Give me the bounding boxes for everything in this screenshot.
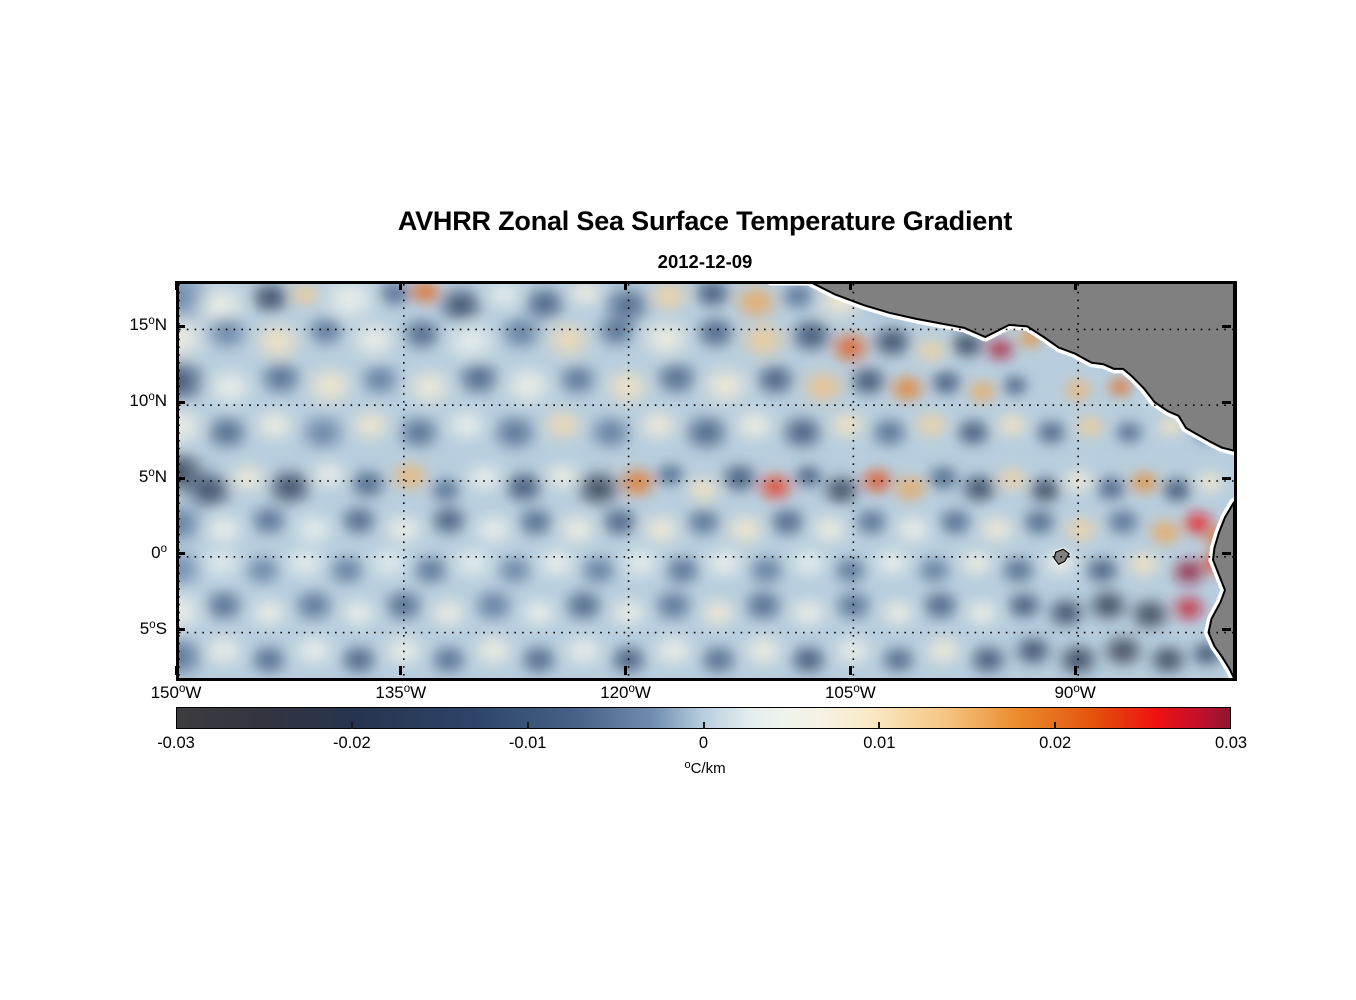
x-tickmark — [1073, 666, 1077, 675]
colorbar-tick-label: 0 — [698, 734, 709, 752]
y-tickmark — [176, 628, 185, 632]
colorbar-tick-label: -0.02 — [333, 734, 371, 752]
y-tickmark — [1222, 552, 1231, 556]
y-tickmark — [1222, 476, 1231, 480]
y-tickmark — [176, 476, 185, 480]
y-tickmark — [1222, 628, 1231, 632]
y-tickmark — [176, 400, 185, 404]
colorbar-tickmark — [350, 722, 353, 729]
colorbar-tick-label: 0.02 — [1039, 734, 1072, 752]
x-tick-label: 150oW — [150, 683, 202, 702]
colorbar-tick-label: 0.03 — [1214, 734, 1248, 752]
y-tick-label: 15oN — [129, 315, 167, 335]
colorbar-unit-label: oC/km — [684, 759, 726, 777]
colorbar-tickmark — [1054, 722, 1057, 729]
x-tick-label: 135oW — [375, 683, 427, 702]
x-tick-label: 105oW — [824, 683, 876, 702]
y-tick-label: 5oN — [138, 467, 167, 486]
colorbar-tickmark — [526, 722, 529, 729]
y-tick-label: 10oN — [129, 391, 167, 411]
x-tickmark — [624, 281, 628, 290]
y-tick-label: 0o — [151, 542, 167, 562]
y-tickmark — [1222, 324, 1231, 328]
figure-subtitle: 2012-12-09 — [657, 251, 753, 272]
y-tickmark — [176, 552, 185, 556]
colorbar-tickmark — [702, 722, 705, 729]
figure-title: AVHRR Zonal Sea Surface Temperature Grad… — [397, 206, 1013, 236]
y-tickmark — [176, 324, 185, 328]
gridline-layer — [179, 284, 1234, 678]
y-tick-label: 5oS — [139, 618, 167, 638]
colorbar[interactable] — [176, 707, 1231, 729]
land-coastline-layer — [767, 284, 1234, 678]
x-tickmark — [399, 281, 403, 290]
x-tickmark — [848, 666, 852, 675]
colorbar-tickmark — [878, 722, 881, 729]
x-tickmark — [174, 281, 178, 290]
x-tickmark — [848, 281, 852, 290]
x-tick-label: 90oW — [1054, 683, 1096, 702]
x-tickmark — [624, 666, 628, 675]
map-axes[interactable] — [176, 281, 1237, 681]
colorbar-tick-label: -0.01 — [508, 734, 547, 752]
x-tick-label: 120oW — [600, 683, 651, 702]
x-tickmark — [399, 666, 403, 675]
x-tickmark — [174, 666, 178, 675]
colorbar-tick-label: -0.03 — [157, 734, 195, 752]
y-tickmark — [1222, 400, 1231, 404]
x-tickmark — [1073, 281, 1077, 290]
map-plot-area — [179, 284, 1234, 678]
colorbar-tick-label: 0.01 — [863, 734, 896, 752]
